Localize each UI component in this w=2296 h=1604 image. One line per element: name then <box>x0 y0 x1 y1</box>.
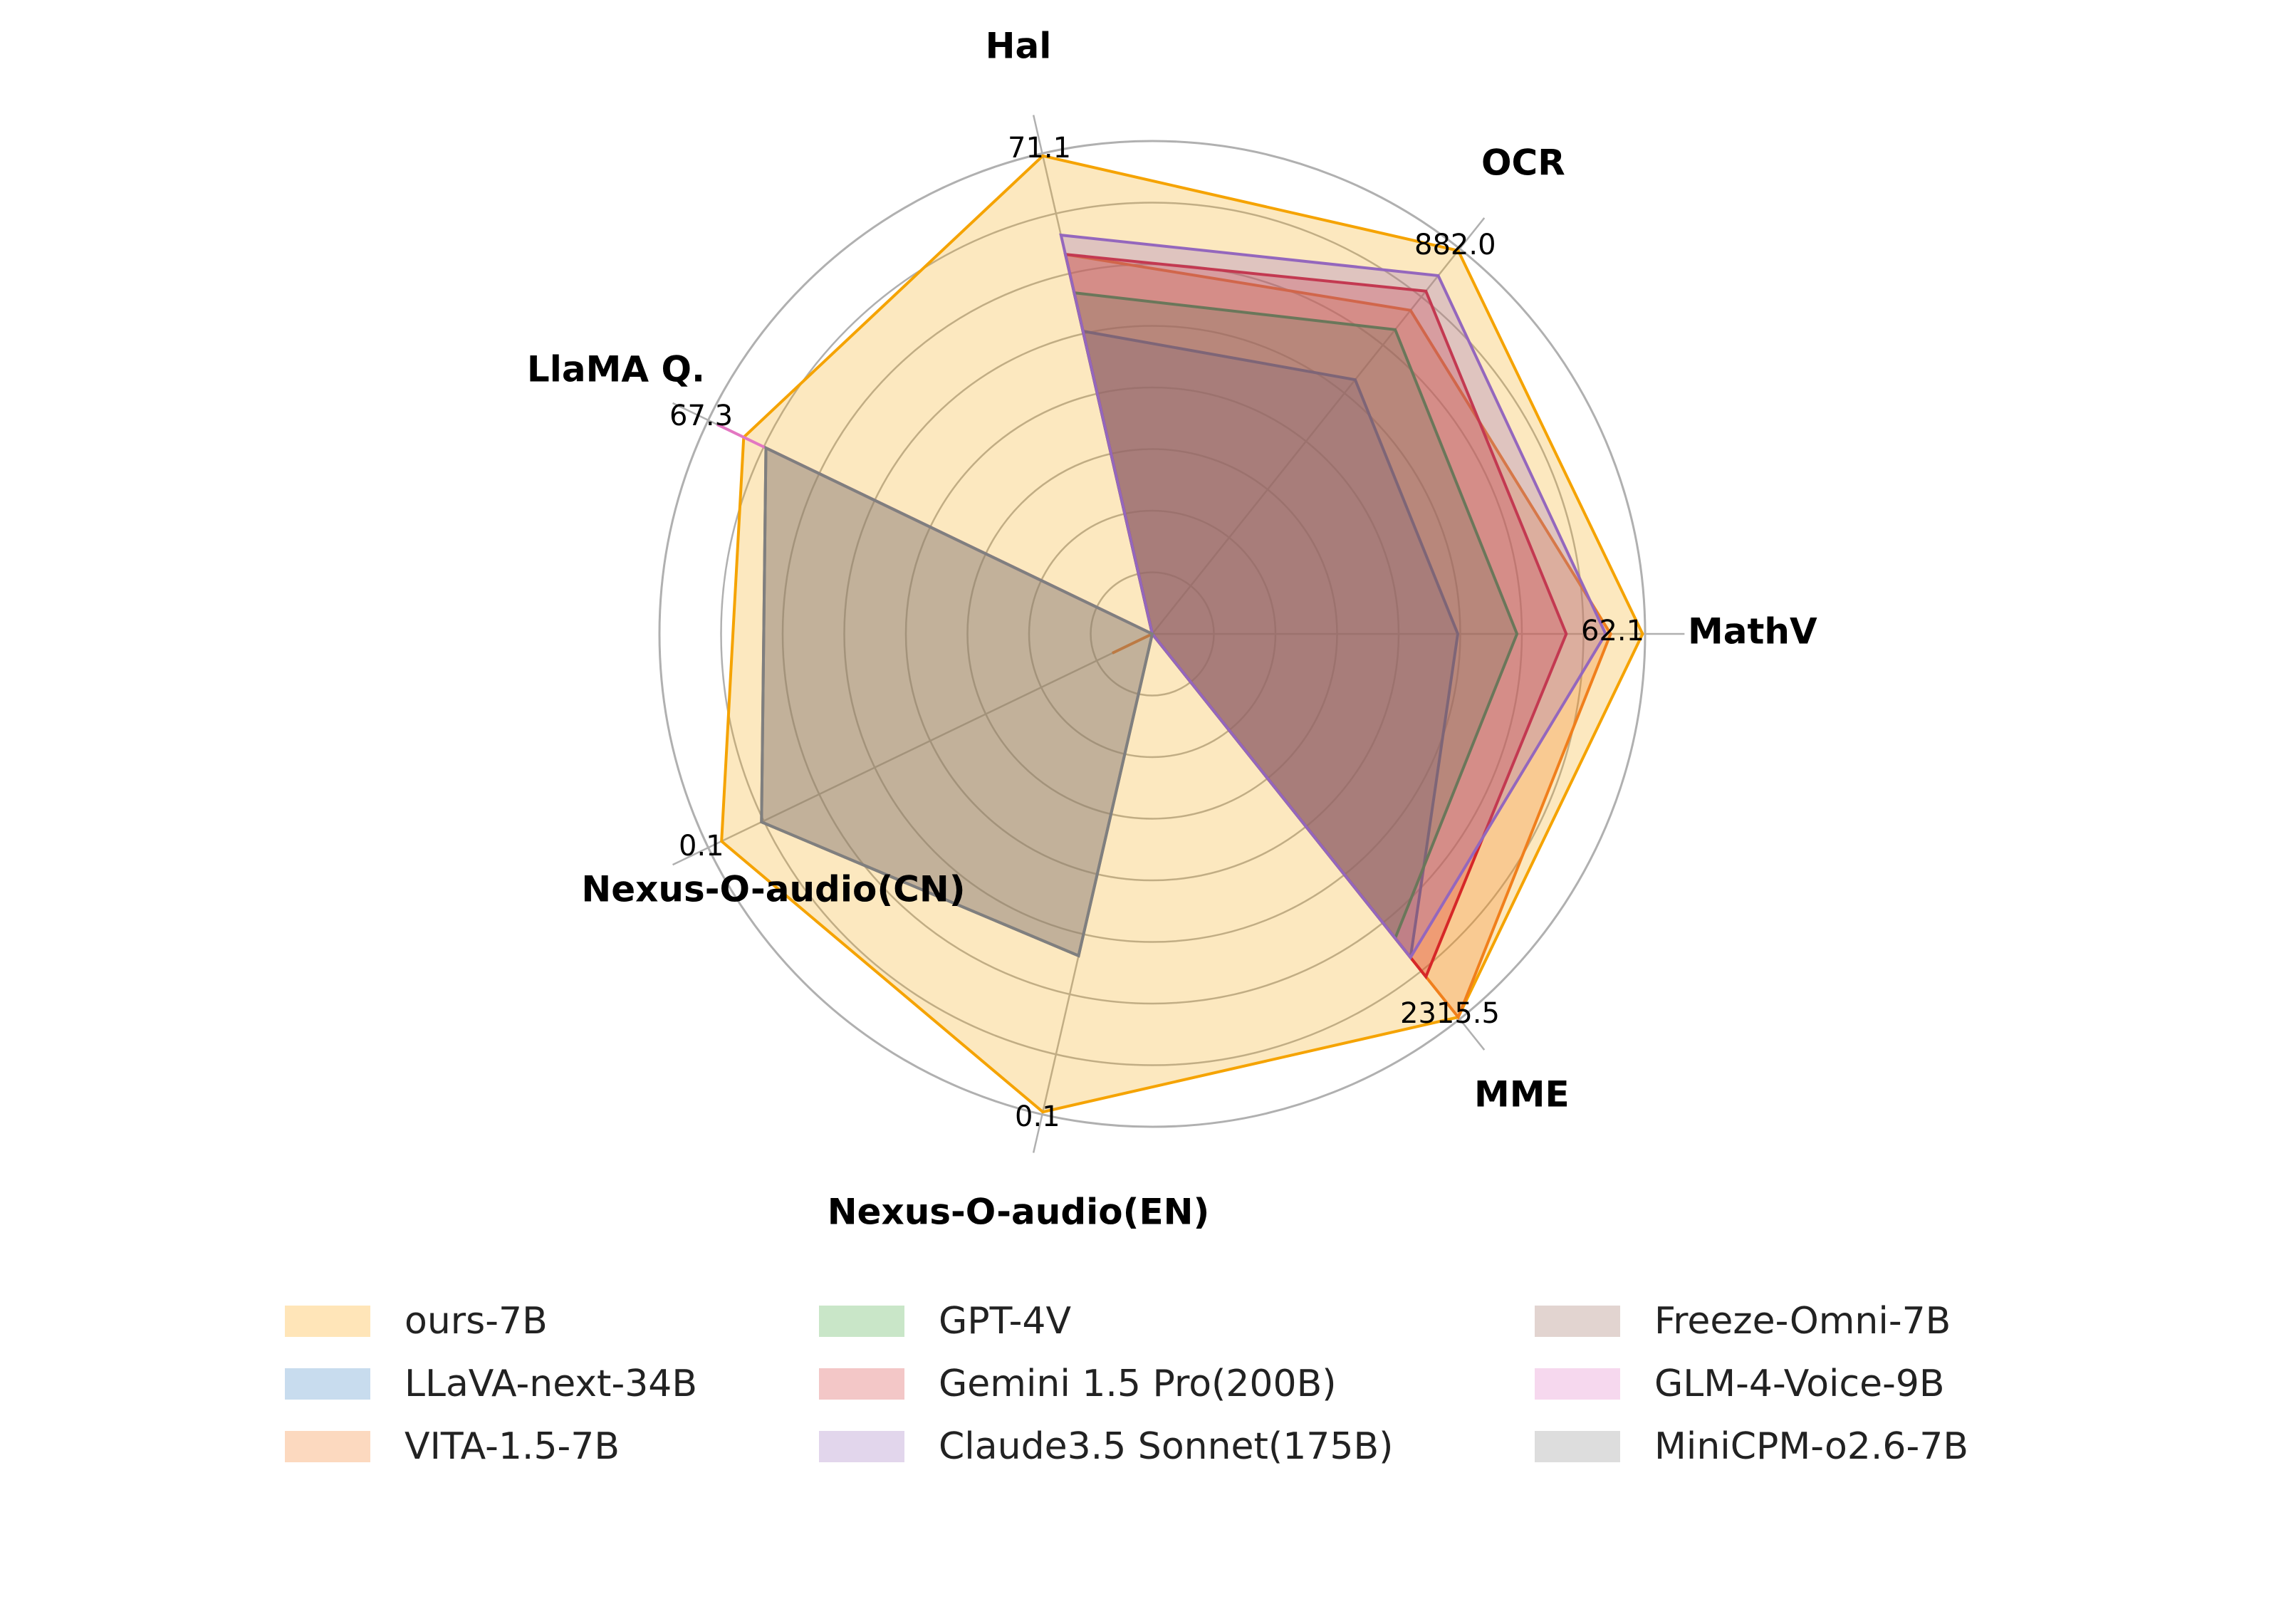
grid-spoke <box>1152 217 1486 635</box>
legend-label: Gemini 1.5 Pro(200B) <box>939 1363 1337 1405</box>
legend-swatch <box>285 1431 370 1462</box>
axis-label-1: OCR <box>1481 142 1565 184</box>
legend-swatch <box>819 1368 904 1400</box>
legend-label: Claude3.5 Sonnet(175B) <box>939 1425 1394 1468</box>
series-polygon-8 <box>760 445 1154 958</box>
legend-item-3: GPT-4V <box>819 1296 1071 1346</box>
axis-max-label-0: 62.1 <box>1581 615 1644 647</box>
series-polygon-0 <box>720 154 1644 1114</box>
legend-swatch <box>819 1306 904 1337</box>
axis-label-3: LlaMA Q. <box>527 349 705 390</box>
series-polygon-5 <box>1059 233 1607 960</box>
grid-spoke <box>672 632 1153 866</box>
axis-label-2: Hal <box>986 26 1052 67</box>
radar-series <box>716 154 1644 1114</box>
axis-max-label-4: 0.1 <box>679 830 724 863</box>
legend-swatch <box>1535 1368 1620 1400</box>
legend-item-1: LLaVA-next-34B <box>285 1359 697 1409</box>
legend-swatch <box>285 1306 370 1337</box>
legend-swatch <box>285 1368 370 1400</box>
axis-label-5: Nexus-O-audio(EN) <box>828 1192 1210 1233</box>
radar-labels: MathV 62.1 OCR 882.0 Hal 71.1 LlaMA Q. 67.3 Nexu… <box>527 26 1817 1233</box>
axis-max-label-1: 882.0 <box>1414 229 1496 261</box>
legend-label: VITA-1.5-7B <box>405 1425 620 1468</box>
axis-label-0: MathV <box>1688 611 1817 652</box>
radar-chart: MathV 62.1 OCR 882.0 Hal 71.1 LlaMA Q. 67.3 Nexu… <box>527 26 1817 1233</box>
legend-item-5: Claude3.5 Sonnet(175B) <box>819 1422 1393 1472</box>
legend-item-2: VITA-1.5-7B <box>285 1422 620 1472</box>
axis-max-label-2: 71.1 <box>1008 132 1071 165</box>
axis-max-label-3: 67.3 <box>669 400 733 432</box>
axis-label-4: Nexus-O-audio(CN) <box>581 869 965 910</box>
legend-swatch <box>1535 1306 1620 1337</box>
legend-item-6: Freeze-Omni-7B <box>1535 1296 1951 1346</box>
legend-label: GLM-4-Voice-9B <box>1654 1363 1945 1405</box>
legend-item-4: Gemini 1.5 Pro(200B) <box>819 1359 1337 1409</box>
legend-label: GPT-4V <box>939 1300 1072 1343</box>
legend-item-8: MiniCPM-o2.6-7B <box>1535 1422 1968 1472</box>
legend-label: ours-7B <box>405 1300 548 1343</box>
axis-label-6: MME <box>1474 1074 1570 1115</box>
legend-label: Freeze-Omni-7B <box>1654 1300 1951 1343</box>
legend-item-7: GLM-4-Voice-9B <box>1535 1359 1945 1409</box>
legend-swatch <box>819 1431 904 1462</box>
axis-max-label-5: 0.1 <box>1015 1100 1060 1133</box>
legend-label: LLaVA-next-34B <box>405 1363 698 1405</box>
chart-legend: ours-7B LLaVA-next-34B VITA-1.5-7B GPT-4V Ge… <box>285 1296 2065 1510</box>
axis-max-label-6: 2315.5 <box>1400 997 1500 1030</box>
legend-label: MiniCPM-o2.6-7B <box>1654 1425 1969 1468</box>
legend-swatch <box>1535 1431 1620 1462</box>
legend-item-0: ours-7B <box>285 1296 548 1346</box>
